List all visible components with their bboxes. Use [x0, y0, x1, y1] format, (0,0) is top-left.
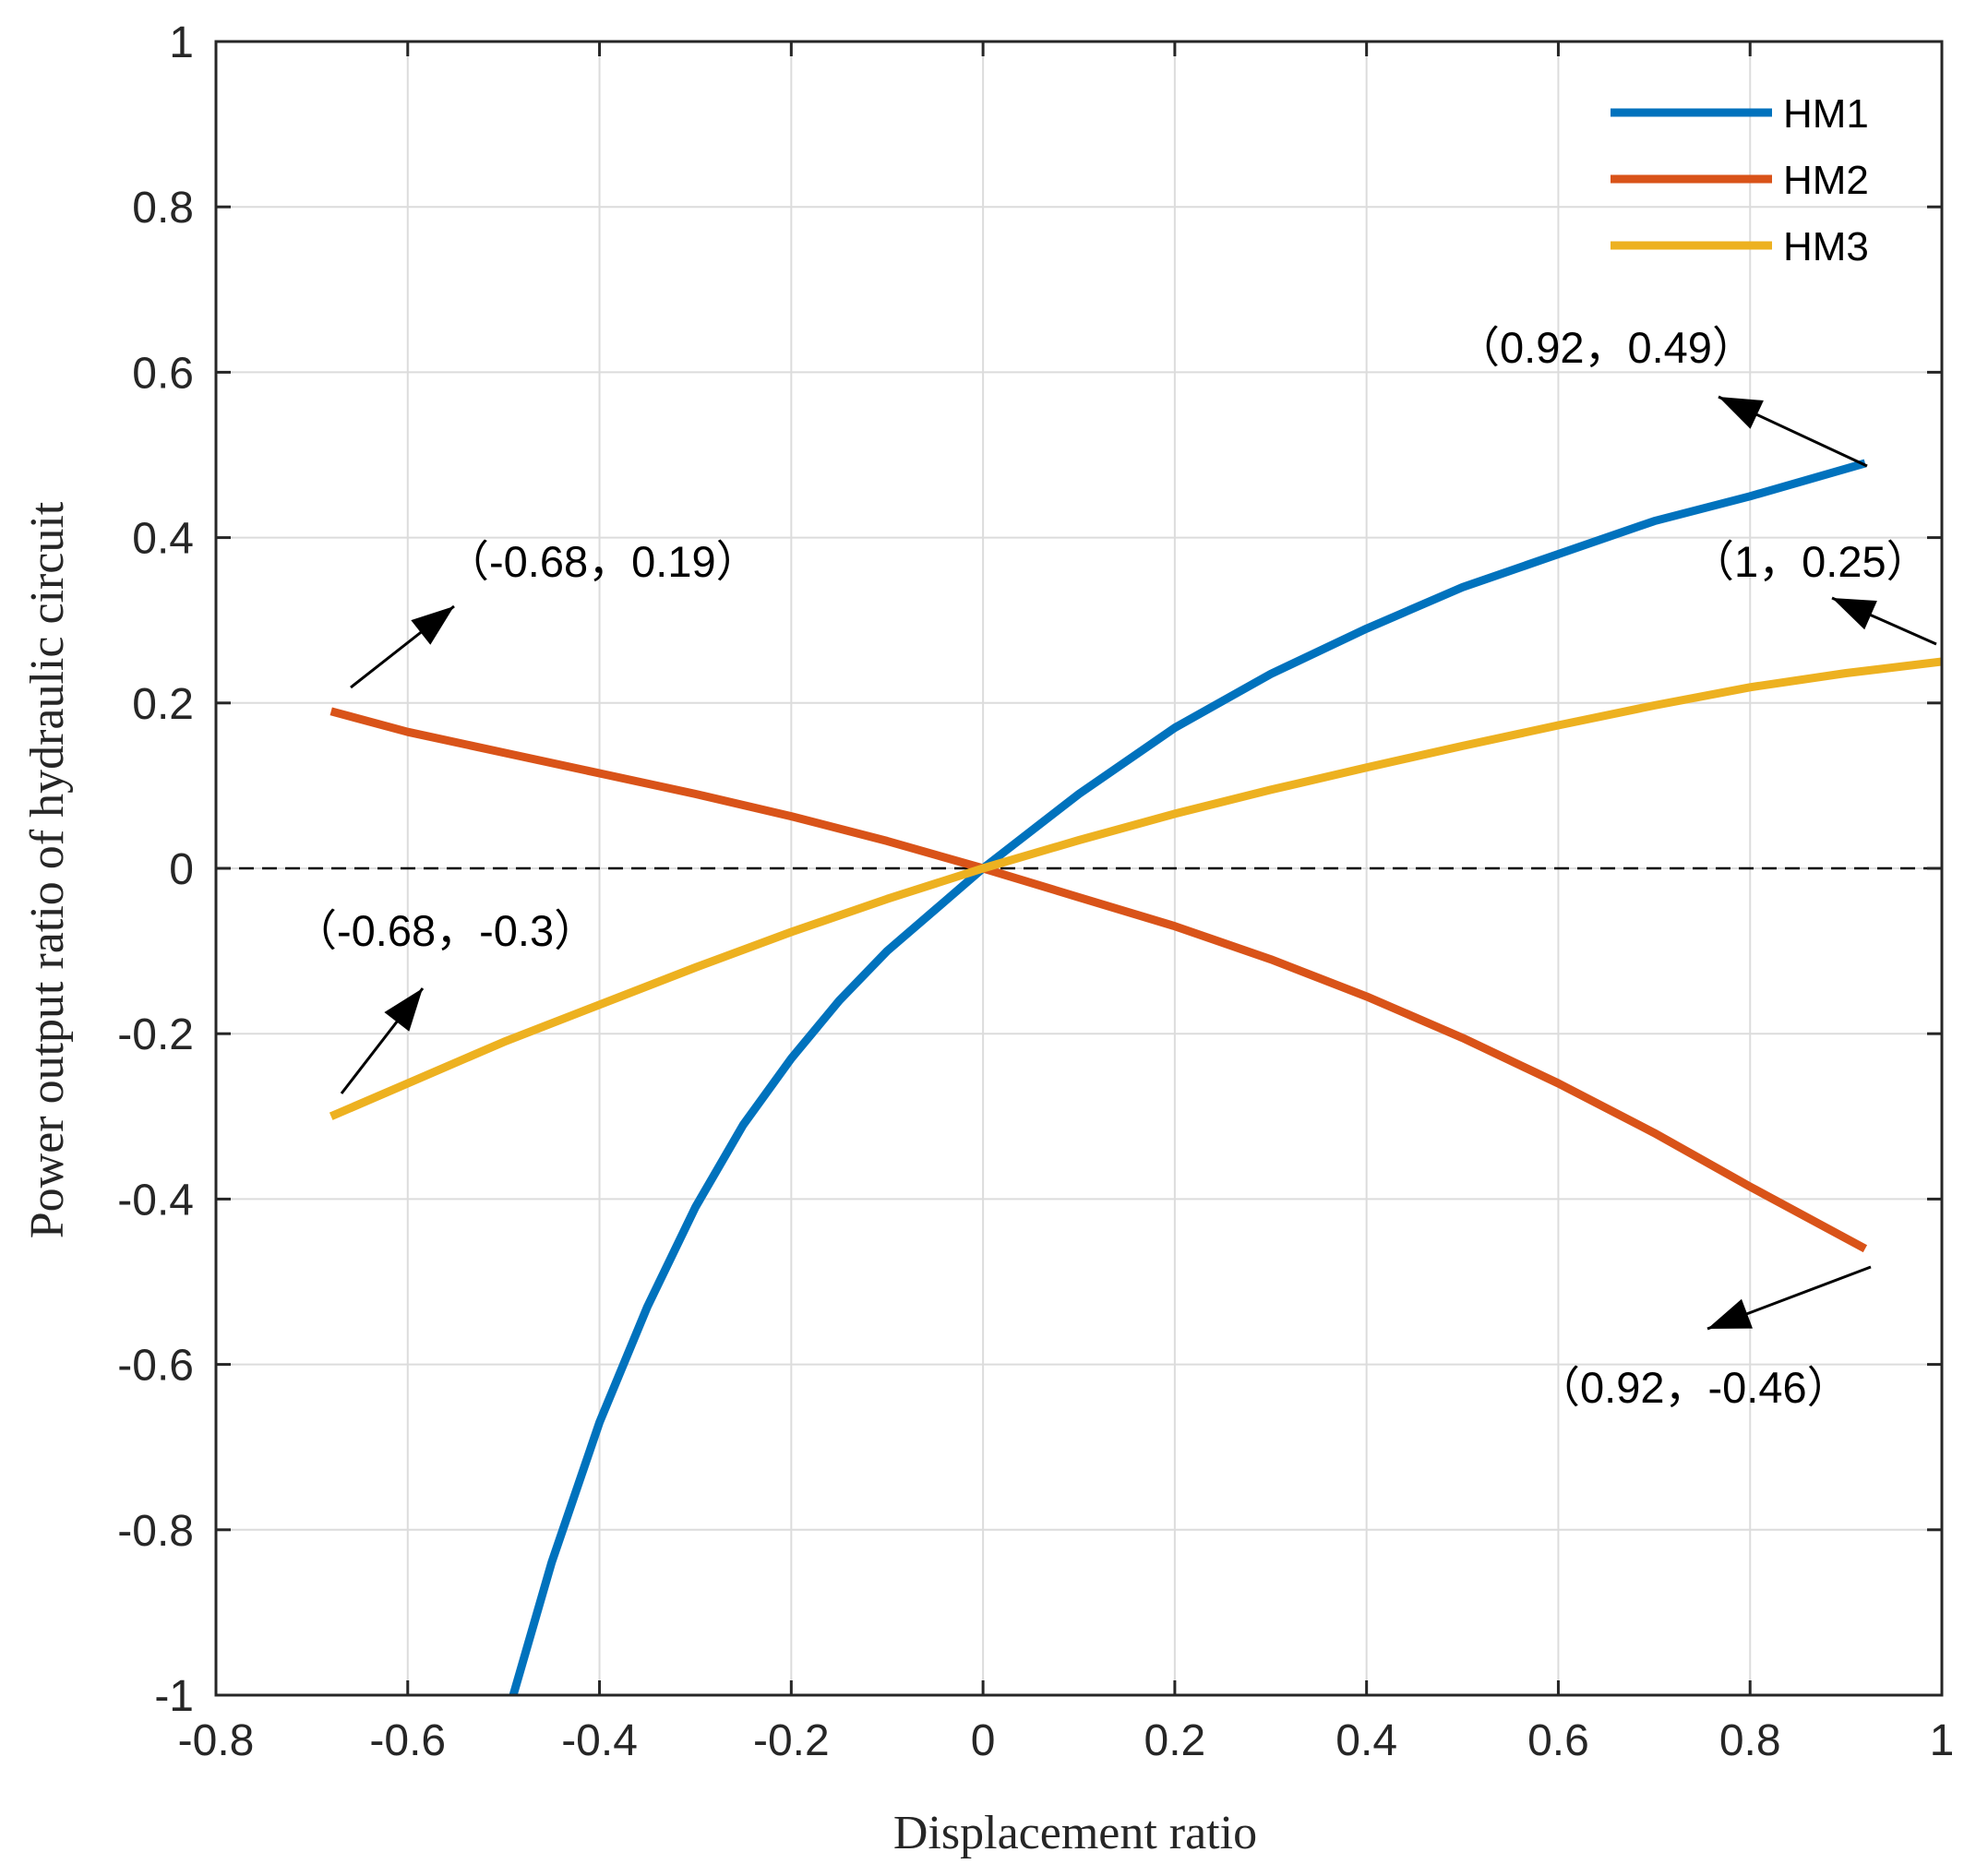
legend: HM1 HM2 HM3: [1611, 91, 1869, 269]
x-tick-label: 1: [1930, 1716, 1955, 1765]
x-tick-label: 0.8: [1719, 1716, 1781, 1765]
annotation-arrow-head: [384, 988, 423, 1032]
y-tick-label: -0.2: [117, 1010, 194, 1059]
y-tick-labels: -1 -0.8 -0.6 -0.4 -0.2 0 0.2 0.4 0.6 0.8 1: [117, 18, 194, 1721]
annotation-label: （0.92，-0.46）: [1537, 1363, 1850, 1412]
y-tick-label: -0.8: [117, 1507, 194, 1556]
annotation-arrow-head: [1832, 598, 1877, 630]
y-tick-label: 0: [169, 845, 194, 894]
x-tick-label: 0.6: [1527, 1716, 1589, 1765]
x-axis-title: Displacement ratio: [893, 1807, 1257, 1859]
y-tick-label: -0.4: [117, 1176, 194, 1225]
x-tick-label: 0.2: [1144, 1716, 1206, 1765]
axes: [214, 40, 1944, 1697]
annotation-arrow-head: [1707, 1298, 1753, 1329]
x-tick-label: -0.8: [178, 1716, 255, 1765]
y-tick-label: -0.6: [117, 1342, 194, 1391]
y-tick-label: -1: [154, 1672, 194, 1721]
legend-label-hm3: HM3: [1783, 224, 1869, 269]
y-axis-title: Power output ratio of hydraulic circuit: [21, 501, 74, 1238]
annotation-label: （-0.68，-0.3）: [293, 906, 597, 955]
y-tick-label: 0.4: [132, 515, 194, 564]
series-line-hm2: [329, 707, 1868, 1253]
x-tick-label: 0: [971, 1716, 996, 1765]
y-tick-label: 0.2: [132, 680, 194, 729]
legend-label-hm1: HM1: [1783, 91, 1869, 137]
annotation-label: （1，0.25）: [1691, 537, 1930, 586]
annotation-arrow-head: [411, 606, 454, 645]
y-tick-label: 0.6: [132, 349, 194, 398]
series-lines: [329, 459, 1942, 1695]
x-tick-label: -0.4: [561, 1716, 638, 1765]
annotation-arrow-head: [1718, 397, 1764, 429]
x-tick-label: -0.6: [369, 1716, 446, 1765]
annotation-label: （-0.68，0.19）: [446, 537, 760, 586]
annotation-label: （0.92，0.49）: [1456, 323, 1755, 372]
y-tick-label: 0.8: [132, 184, 194, 233]
y-tick-label: 1: [169, 18, 194, 67]
grid: [216, 42, 1942, 1695]
series-line-hm3: [329, 657, 1942, 1120]
x-tick-label: -0.2: [753, 1716, 830, 1765]
series-line-hm1: [509, 459, 1867, 1695]
x-tick-label: 0.4: [1335, 1716, 1397, 1765]
legend-label-hm2: HM2: [1783, 158, 1869, 203]
x-tick-labels: -0.8 -0.6 -0.4 -0.2 0 0.2 0.4 0.6 0.8 1: [178, 1716, 1955, 1765]
annotations: （0.92，0.49） （-0.68，0.19） （1，0.25） （-0.68，-0…: [293, 323, 1937, 1412]
